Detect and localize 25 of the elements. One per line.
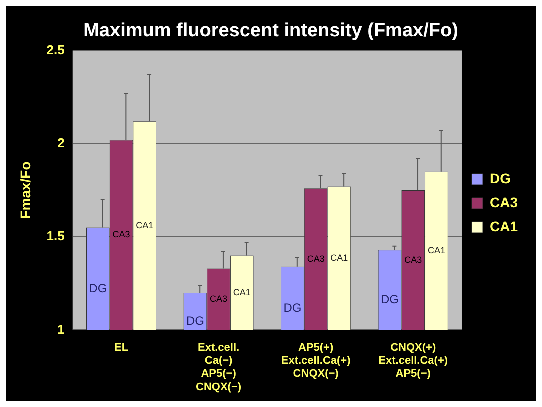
legend-label: CA1 bbox=[490, 218, 518, 234]
y-tick-label: 2.5 bbox=[46, 42, 65, 58]
text: CA3 bbox=[307, 254, 325, 264]
text: CA1 bbox=[330, 252, 348, 263]
y-tick-label: 1.5 bbox=[46, 228, 65, 244]
text: CA1 bbox=[428, 246, 446, 256]
y-tick-label: 2 bbox=[58, 136, 65, 151]
text: CA3 bbox=[210, 294, 228, 304]
text: CA1 bbox=[136, 220, 154, 230]
x-tick-label: AP5(+) Ext.cell.Ca(+) CNQX(−) bbox=[281, 342, 352, 380]
text: CA3 bbox=[404, 254, 422, 265]
chart-title: Maximum fluorescent intensity (Fmax/Fo) bbox=[84, 20, 458, 42]
text: DG bbox=[186, 314, 204, 328]
x-tick-label: CNQX(+) Ext.cell.Ca(+) AP5(−) bbox=[378, 342, 448, 380]
x-tick-label: EL bbox=[114, 342, 129, 354]
y-axis-title: Fmax/Fo bbox=[17, 162, 34, 220]
text: DG bbox=[89, 281, 108, 296]
text: DG bbox=[381, 292, 400, 306]
text: CA1 bbox=[233, 287, 251, 298]
x-tick-label: Ext.cell. Ca(−) AP5(−) CNQX(−) bbox=[196, 342, 242, 394]
text: CA3 bbox=[112, 230, 130, 240]
text: DG bbox=[284, 300, 302, 315]
legend-label: DG bbox=[490, 170, 512, 186]
legend-label: CA3 bbox=[490, 194, 518, 210]
y-tick-label: 1 bbox=[58, 322, 65, 337]
